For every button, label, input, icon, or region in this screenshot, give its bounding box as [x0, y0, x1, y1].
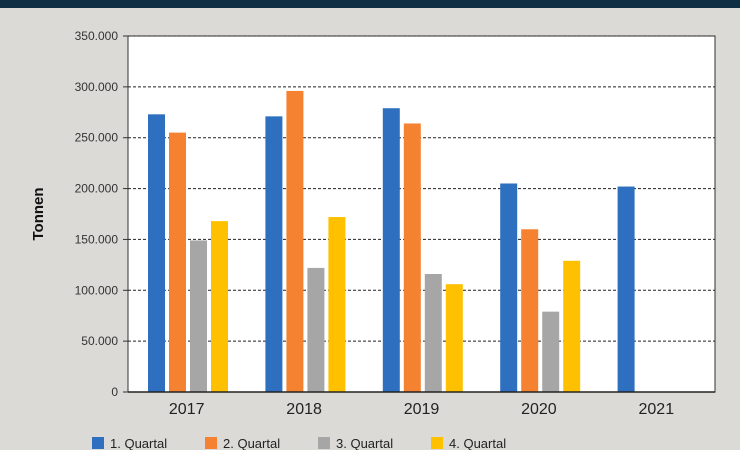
y-tick-label: 150.000 [75, 232, 119, 246]
x-tick-label: 2020 [521, 401, 557, 418]
legend: 1. Quartal 2. Quartal 3. Quartal 4. Quartal [92, 436, 506, 450]
bar [307, 267, 325, 392]
x-axis-ticks: 2017 2018 2019 2020 2021 [169, 401, 674, 418]
top-banner [0, 0, 740, 8]
y-tick-label: 100.000 [75, 283, 119, 297]
legend-label: 2. Quartal [223, 436, 280, 450]
y-tick-label: 200.000 [75, 182, 119, 196]
x-tick-label: 2018 [286, 401, 322, 418]
y-tick-label: 50.000 [81, 334, 118, 348]
bar [286, 90, 304, 392]
bar [445, 284, 463, 392]
legend-label: 1. Quartal [110, 436, 167, 450]
bar [403, 123, 421, 392]
bar [328, 217, 346, 392]
x-tick-label: 2021 [639, 401, 675, 418]
legend-label: 4. Quartal [449, 436, 506, 450]
y-tick-label: 350.000 [75, 29, 119, 43]
bar [500, 183, 518, 392]
y-tick-label: 300.000 [75, 80, 119, 94]
legend-swatch [92, 437, 104, 449]
bar [148, 114, 165, 392]
y-tick-label: 250.000 [75, 131, 119, 145]
bar [563, 260, 581, 392]
legend-swatch [431, 437, 443, 449]
y-axis-ticks: 0 50.000 100.000 150.000 200.000 250.000 300.0… [75, 29, 128, 399]
x-tick-label: 2017 [169, 401, 205, 418]
bars [148, 90, 635, 393]
legend-swatch [205, 437, 217, 449]
bar [169, 132, 186, 392]
bar [521, 229, 539, 392]
x-tick-label: 2019 [404, 401, 440, 418]
bar [190, 240, 207, 392]
y-tick-label: 0 [111, 385, 118, 399]
bar [542, 311, 560, 392]
legend-label: 3. Quartal [336, 436, 393, 450]
y-axis-label: Tonnen [30, 187, 47, 240]
legend-swatch [318, 437, 330, 449]
bar [211, 221, 228, 392]
bar [424, 274, 442, 392]
bar [382, 108, 400, 393]
bar [265, 116, 283, 393]
bar [617, 186, 635, 392]
